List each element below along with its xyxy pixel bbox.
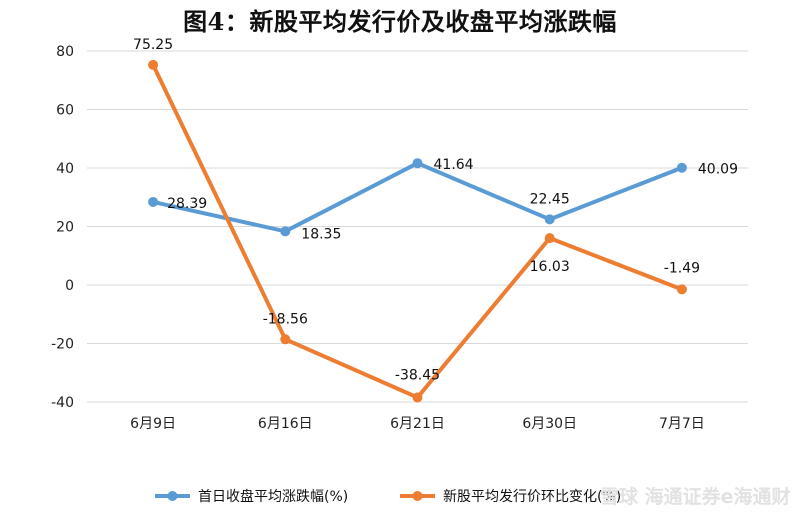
- series-line-2: [151, 64, 683, 400]
- y-tick-label: 20: [56, 220, 74, 236]
- data-label-s1-2: 18.35: [301, 226, 341, 242]
- legend-label-1: 首日收盘平均涨跌幅(%): [198, 488, 348, 505]
- x-axis-ticks: 6月9日 6月16日 6月21日 6月30日 7月7日: [130, 416, 705, 432]
- y-tick-label: 0: [65, 278, 74, 294]
- data-point-s2-4: [544, 233, 555, 244]
- x-tick-label: 6月16日: [258, 416, 313, 432]
- data-point-s2-2: [280, 334, 291, 345]
- legend: 首日收盘平均涨跌幅(%) 新股平均发行价环比变化(%): [155, 488, 621, 505]
- data-labels: 28.39 18.35 41.64 22.45 40.09 75.25 -18.56 -38.…: [133, 37, 738, 384]
- x-tick-label: 7月7日: [659, 416, 705, 432]
- y-tick-label: -40: [51, 395, 74, 411]
- data-point-s1-4: [544, 214, 555, 225]
- data-point-s2-1: [148, 59, 159, 70]
- data-label-s1-3: 41.64: [434, 157, 474, 173]
- data-label-s2-2: -18.56: [263, 311, 308, 327]
- chart-title: 图4：新股平均发行价及收盘平均涨跌幅: [183, 7, 617, 36]
- data-label-s2-4: 16.03: [530, 259, 570, 275]
- data-point-s1-1: [148, 196, 159, 207]
- data-point-s1-3: [412, 158, 423, 169]
- y-tick-label: 60: [56, 103, 74, 119]
- legend-marker-1: [167, 491, 178, 501]
- x-tick-label: 6月30日: [522, 416, 577, 432]
- data-label-s1-5: 40.09: [698, 162, 738, 178]
- data-point-s1-2: [280, 226, 291, 237]
- watermark: 雪球 海通证券e海通财: [600, 485, 791, 508]
- gridlines: [87, 50, 748, 403]
- x-tick-label: 6月21日: [390, 416, 445, 432]
- data-label-s2-1: 75.25: [133, 37, 173, 53]
- data-point-s2-5: [676, 284, 687, 295]
- y-tick-label: 40: [56, 161, 74, 177]
- data-label-s1-4: 22.45: [530, 191, 570, 207]
- legend-label-2: 新股平均发行价环比变化(%): [443, 489, 621, 505]
- data-label-s1-1: 28.39: [167, 196, 207, 212]
- data-label-s2-3: -38.45: [395, 367, 440, 383]
- legend-marker-2: [412, 491, 423, 501]
- y-tick-label: -20: [51, 337, 74, 353]
- data-label-s2-5: -1.49: [664, 260, 700, 276]
- x-tick-label: 6月9日: [130, 416, 176, 432]
- y-axis-ticks: -40 -20 0 20 40 60 80: [51, 44, 74, 411]
- y-tick-label: 80: [56, 44, 74, 60]
- data-point-s1-5: [676, 162, 687, 173]
- series-line-1: [152, 161, 683, 234]
- series-layer: [148, 59, 687, 403]
- data-point-s2-3: [412, 392, 423, 403]
